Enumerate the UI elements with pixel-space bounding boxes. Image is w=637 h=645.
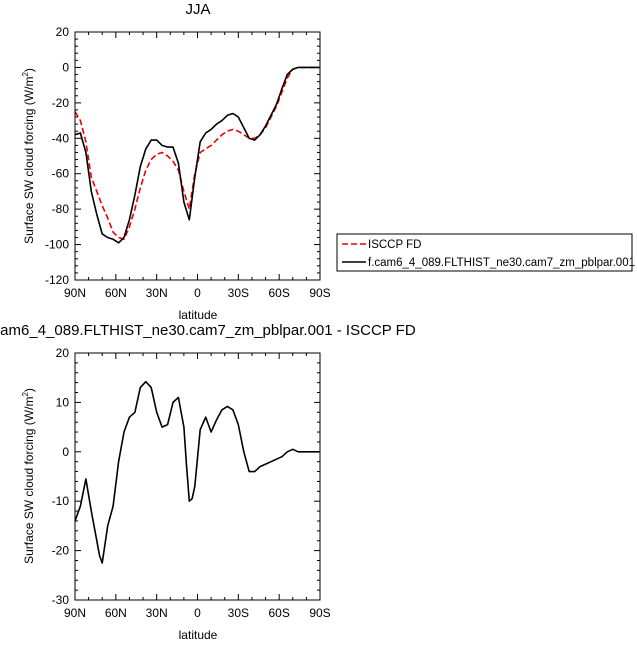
y-tick-label: -20 <box>52 544 70 558</box>
x-tick-label: 60S <box>268 286 289 300</box>
plot-frame-bottom <box>74 352 321 601</box>
y-axis-label-bottom: Surface SW cloud forcing (W/m2) <box>21 388 36 564</box>
legend-label-isccp: ISCCP FD <box>368 239 421 251</box>
y-tick-label: -60 <box>52 167 70 181</box>
x-ticks-bottom: 90N 60N 30N 0 30S 60S 90S <box>64 353 331 620</box>
x-tick-label: 30S <box>228 606 249 620</box>
y-tick-label: -30 <box>52 593 70 607</box>
series-line-top-0 <box>74 66 320 241</box>
x-tick-label: 60N <box>105 606 127 620</box>
panel-title-difference: f.cam6_4_089.FLTHIST_ne30.cam7_zm_pblpar… <box>0 322 416 339</box>
x-tick-label: 60N <box>105 286 127 300</box>
series-lines-top <box>74 66 320 244</box>
series-lines-bottom <box>74 380 320 564</box>
y-tick-label: -20 <box>52 96 70 110</box>
y-tick-label: 20 <box>56 25 70 39</box>
series-line-top-1 <box>74 66 320 244</box>
y-axis-label-sup: 2 <box>21 392 30 397</box>
y-axis-label-close: ) <box>22 388 36 392</box>
y-tick-label: -10 <box>52 494 70 508</box>
series-line-bottom-0 <box>74 380 320 564</box>
x-tick-label: 90N <box>64 606 86 620</box>
y-tick-label: 20 <box>56 346 70 360</box>
y-axis-label-top: Surface SW cloud forcing (W/m2) <box>21 68 36 244</box>
panel-jja: JJA 20 0 -20 -40 -60 -80 -100 -120 90N 60N 30N 0 30… <box>21 1 331 322</box>
y-ticks-top: 20 0 -20 -40 -60 -80 -100 -120 <box>45 25 320 287</box>
panel-title-jja: JJA <box>185 1 210 18</box>
x-tick-label: 90N <box>64 286 86 300</box>
x-tick-label: 30N <box>146 606 168 620</box>
x-tick-label: 90S <box>309 606 330 620</box>
panel-difference: f.cam6_4_089.FLTHIST_ne30.cam7_zm_pblpar… <box>0 322 416 642</box>
y-ticks-bottom: 20 10 0 -10 -20 -30 <box>52 346 320 607</box>
legend-box <box>336 233 633 272</box>
x-tick-label: 90S <box>309 286 330 300</box>
y-tick-label: -100 <box>45 238 69 252</box>
y-tick-label: 0 <box>62 60 69 74</box>
x-axis-label-top: latitude <box>179 308 218 322</box>
y-tick-label: -40 <box>52 131 70 145</box>
y-tick-label: -80 <box>52 202 70 216</box>
y-tick-label: 10 <box>56 395 70 409</box>
x-tick-label: 60S <box>268 606 289 620</box>
y-axis-label-text: Surface SW cloud forcing (W/m <box>22 397 36 564</box>
x-tick-label: 30S <box>228 286 249 300</box>
y-axis-label-text: Surface SW cloud forcing (W/m <box>22 77 36 244</box>
plot-frame-top <box>74 31 321 281</box>
legend-label-model: f.cam6_4_089.FLTHIST_ne30.cam7_zm_pblpar… <box>368 257 635 269</box>
y-tick-label: -120 <box>45 273 69 287</box>
x-tick-label: 30N <box>146 286 168 300</box>
y-axis-label-close: ) <box>22 68 36 72</box>
x-axis-label-bottom: latitude <box>179 628 218 642</box>
x-tick-label: 0 <box>194 606 201 620</box>
x-tick-label: 0 <box>194 286 201 300</box>
y-tick-label: 0 <box>62 445 69 459</box>
y-axis-label-sup: 2 <box>21 72 30 77</box>
legend: ISCCP FD f.cam6_4_089.FLTHIST_ne30.cam7_… <box>336 233 635 272</box>
